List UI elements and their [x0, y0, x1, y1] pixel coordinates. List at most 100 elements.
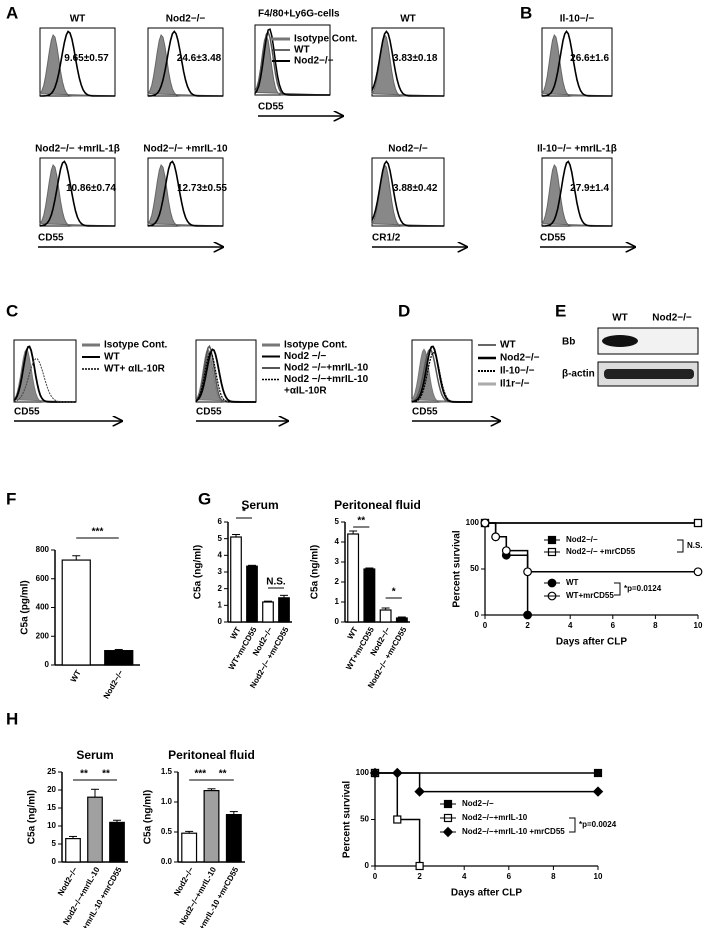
sample-peak — [147, 160, 223, 227]
y-tick-label: 20 — [47, 785, 56, 794]
y-tick-label: 5 — [52, 839, 57, 848]
axis-label: CD55 — [540, 233, 566, 244]
bar — [203, 789, 220, 863]
y-tick-label: 200 — [36, 631, 50, 640]
y-axis-label: C5a (pg/ml) — [20, 580, 31, 634]
isotype-peak — [13, 348, 77, 403]
histogram-stat: 27.9±1.4 — [570, 183, 609, 194]
y-tick-label: 4 — [218, 550, 223, 559]
legend-entry: Isotype Cont. — [284, 340, 348, 351]
survival-marker — [491, 532, 501, 542]
blot-row: Bb — [562, 337, 575, 348]
panel-letter: G — [198, 489, 211, 508]
sample-peak — [371, 160, 444, 227]
annotation: *p=0.0124 — [624, 584, 662, 593]
chart-title: Serum — [76, 748, 113, 762]
y-tick-label: 1 — [335, 597, 340, 606]
histogram-title: WT — [400, 14, 416, 25]
chart-title: Peritoneal fluid — [168, 748, 255, 762]
legend-entry: WT — [566, 578, 579, 587]
panel-letter: A — [6, 3, 18, 22]
survival-marker — [693, 518, 703, 528]
survival-marker — [369, 767, 381, 779]
bar — [262, 601, 274, 623]
panel-letter: B — [520, 3, 532, 22]
significance-label: N.S. — [266, 577, 286, 588]
y-tick-label: 3 — [335, 557, 340, 566]
x-tick-label: 4 — [462, 872, 467, 881]
overlay-curve — [411, 351, 472, 403]
x-tick-label: WT — [69, 668, 83, 683]
bar — [395, 617, 408, 623]
significance-label: *** — [194, 769, 206, 780]
legend-entry: Nod2−/−+mrIL-10 — [462, 813, 528, 822]
legend-entry: Nod2−/− +mrCD55 — [566, 547, 636, 556]
bar — [109, 821, 125, 863]
histogram-stat: 3.83±0.18 — [393, 53, 438, 64]
y-tick-label: 3 — [218, 567, 223, 576]
y-tick-label: 50 — [360, 815, 369, 824]
legend-entry: Nod2 −/− — [284, 351, 326, 362]
panel-letter: E — [555, 301, 566, 320]
blot-band — [604, 369, 694, 379]
x-tick-label: Nod2−/− — [56, 865, 80, 897]
histogram-stat: 12.73±0.55 — [177, 183, 227, 194]
x-tick-label: 8 — [551, 872, 556, 881]
legend-entry: WT — [294, 45, 310, 56]
y-axis-label: Percent survival — [342, 781, 353, 858]
bar — [225, 813, 242, 863]
legend-entry: Nod2−/− — [294, 56, 334, 67]
axis-label: CD55 — [14, 407, 40, 418]
chart-title: Peritoneal fluid — [334, 498, 421, 512]
survival-marker — [593, 768, 603, 778]
axis-label: CD55 — [412, 407, 438, 418]
axis-label: CR1/2 — [372, 233, 401, 244]
significance-label: ** — [102, 769, 110, 780]
legend-entry: Nod2−/− — [500, 353, 540, 364]
overlay-title: F4/80+Ly6G-cells — [258, 9, 340, 20]
bar — [87, 796, 103, 863]
significance-label: *** — [92, 527, 104, 538]
sample-peak — [39, 160, 115, 227]
overlay-curve — [195, 351, 256, 403]
bar — [379, 609, 392, 623]
x-tick-label: WT — [346, 625, 360, 640]
isotype-peak — [541, 163, 613, 227]
bar — [230, 536, 242, 623]
legend-entry: WT — [104, 352, 120, 363]
sample-peak — [147, 30, 223, 97]
x-tick-label: 0 — [373, 872, 378, 881]
x-tick-label: 2 — [417, 872, 422, 881]
sample-peak — [542, 160, 612, 227]
y-tick-label: 4 — [335, 537, 340, 546]
axis-label: CD55 — [258, 102, 284, 113]
x-tick-label: 4 — [568, 621, 573, 630]
overlay-curve — [13, 358, 76, 403]
panel-letter: F — [6, 489, 16, 508]
x-tick-label: 10 — [594, 872, 603, 881]
legend-entry: Isotype Cont. — [104, 340, 168, 351]
y-tick-label: 1 — [218, 600, 223, 609]
legend-entry: Nod2 −/−+mrIL-10 — [284, 374, 369, 385]
y-tick-label: 1.5 — [161, 767, 173, 776]
y-axis-label: C5a (ng/ml) — [27, 790, 38, 844]
histogram-title: WT — [70, 14, 86, 25]
y-tick-label: 2 — [218, 584, 223, 593]
y-axis-label: Percent survival — [452, 530, 463, 607]
y-tick-label: 5 — [335, 517, 340, 526]
survival-marker — [480, 518, 490, 528]
chart-title: Serum — [241, 498, 278, 512]
y-tick-label: 0 — [335, 617, 340, 626]
legend-entry: Nod2−/− — [462, 799, 494, 808]
isotype-peak — [147, 34, 224, 97]
annotation: *p=0.0024 — [579, 820, 617, 829]
survival-step — [375, 772, 598, 793]
legend-entry: WT+mrCD55 — [566, 591, 614, 600]
blot-band — [602, 335, 638, 347]
survival-marker — [523, 567, 532, 577]
survival-marker — [393, 815, 402, 824]
overlay-curve — [13, 345, 76, 403]
y-tick-label: 0.0 — [161, 857, 173, 866]
histogram-title: Nod2−/− — [166, 14, 206, 25]
histogram-title: Nod2−/− +mrIL-1β — [35, 144, 120, 155]
